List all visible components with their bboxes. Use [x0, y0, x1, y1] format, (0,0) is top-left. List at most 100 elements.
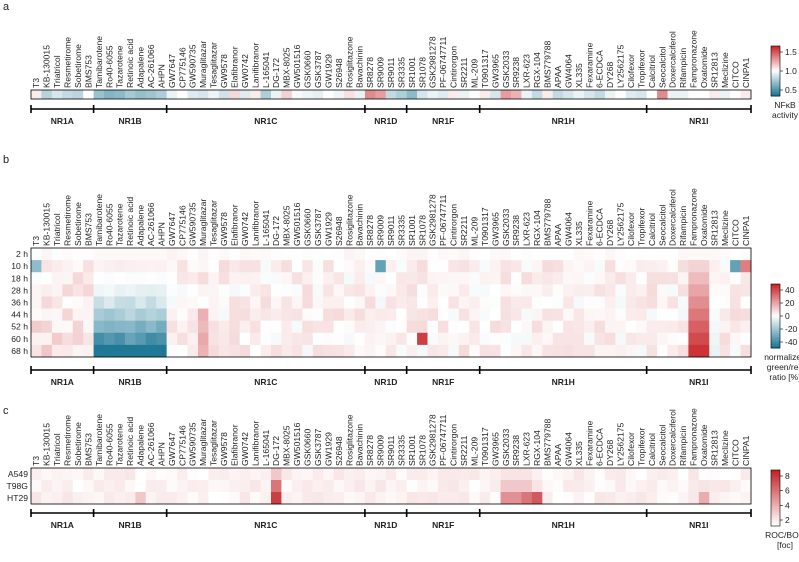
heatmap-cell-b [657, 272, 668, 285]
heatmap-cell-c [31, 480, 42, 493]
colorbar-segment [771, 328, 780, 332]
heatmap-cell-c [156, 468, 167, 481]
heatmap-cell-b [291, 344, 303, 358]
heatmap-cell-c [260, 468, 272, 481]
heatmap-cell-b [531, 308, 543, 321]
heatmap-cell-c [145, 468, 157, 481]
heatmap-cell-b [250, 308, 261, 321]
colorbar-segment [771, 52, 780, 55]
heatmap-cell-b [271, 248, 282, 261]
heatmap-cell-c [271, 480, 282, 493]
heatmap-cell-c [114, 480, 126, 493]
heatmap-cell-b [531, 344, 543, 358]
heatmap-cell-b [260, 272, 272, 285]
heatmap-cell-b [302, 260, 314, 273]
heatmap-cell-b [83, 260, 94, 273]
heatmap-cell-b [719, 296, 731, 309]
heatmap-cell-b [218, 272, 230, 285]
heatmap-cell-b [166, 332, 178, 346]
heatmap-cell-b [521, 260, 533, 273]
heatmap-cell-b [31, 296, 42, 309]
compound-label: Seocalcitol [657, 204, 667, 246]
heatmap-cell-b [208, 308, 220, 321]
colorbar-tick-label: 2 [785, 515, 790, 525]
heatmap-cell-c [531, 492, 543, 505]
compound-label: DY268 [605, 220, 615, 246]
heatmap-cell-b [354, 284, 366, 297]
heatmap-cell-b [677, 272, 689, 285]
colorbar-segment [771, 492, 780, 495]
compound-label: DG-172 [271, 58, 281, 88]
heatmap-cell-c [72, 480, 84, 493]
compound-label: CP775146 [177, 205, 187, 246]
colorbar-segment [771, 499, 780, 503]
heatmap-cell-c [302, 468, 314, 481]
heatmap-cell-b [552, 344, 564, 358]
heatmap-cell-b [197, 272, 209, 285]
heatmap-cell-c [93, 468, 105, 481]
heatmap-cell-b [437, 248, 449, 261]
heatmap-cell-b [406, 308, 418, 321]
heatmap-cell-c [677, 480, 689, 493]
heatmap-cell-b [542, 320, 554, 334]
heatmap-cell-b [302, 272, 314, 285]
compound-label: SR2211 [459, 215, 469, 246]
heatmap-cell-c [260, 480, 272, 493]
heatmap-cell-b [375, 284, 387, 297]
heatmap-cell-c [615, 492, 627, 505]
heatmap-cell-b [104, 332, 115, 346]
heatmap-cell-c [177, 480, 188, 493]
colorbar-segment [771, 520, 780, 523]
heatmap-cell-b [124, 284, 136, 297]
heatmap-cell-b [156, 260, 167, 273]
heatmap-cell-b [552, 308, 564, 321]
heatmap-cell-c [479, 492, 491, 505]
heatmap-cell-b [187, 260, 199, 273]
heatmap-cell-c [135, 468, 147, 481]
heatmap-cell-b [135, 332, 147, 346]
heatmap-cell-b [166, 320, 178, 334]
heatmap-cell-b [260, 308, 272, 321]
heatmap-cell-a [573, 90, 585, 99]
heatmap-cell-b [604, 344, 616, 358]
heatmap-cell-b [584, 248, 595, 261]
colorbar-segment [771, 86, 780, 89]
compound-label: Oxatomide [699, 204, 709, 246]
heatmap-cell-b [594, 344, 606, 358]
heatmap-cell-b [552, 260, 564, 273]
heatmap-cell-b [354, 344, 366, 358]
heatmap-cell-c [114, 492, 126, 505]
heatmap-cell-c [677, 468, 689, 481]
heatmap-cell-c [156, 480, 167, 493]
compound-label: GSK0660 [303, 209, 313, 246]
heatmap-cell-b [364, 248, 376, 261]
heatmap-cell-b [312, 296, 324, 309]
heatmap-cell-b [208, 320, 220, 334]
compound-label: SR1001 [407, 435, 417, 466]
heatmap-cell-b [437, 308, 449, 321]
heatmap-cell-b [542, 296, 554, 309]
heatmap-cell-c [406, 468, 418, 481]
compound-label: LXR-623 [522, 54, 532, 88]
heatmap-cell-a [730, 90, 741, 99]
heatmap-cell-b [542, 248, 554, 261]
heatmap-cell-b [41, 320, 53, 334]
heatmap-cell-b [41, 332, 53, 346]
compound-label: GSK3787 [313, 209, 323, 246]
compound-label: SR9011 [386, 215, 396, 246]
compound-label: LXR-623 [522, 432, 532, 466]
compound-label: Sobetirome [73, 422, 83, 466]
heatmap-cell-c [437, 480, 449, 493]
heatmap-cell-b [62, 308, 74, 321]
heatmap-cell-b [156, 296, 167, 309]
heatmap-cell-b [458, 284, 470, 297]
heatmap-cell-b [552, 284, 564, 297]
heatmap-cell-b [573, 248, 585, 261]
heatmap-cell-b [208, 332, 220, 346]
heatmap-cell-b [417, 272, 428, 285]
heatmap-cell-c [375, 468, 387, 481]
heatmap-cell-c [604, 468, 616, 481]
heatmap-cell-b [646, 260, 658, 273]
heatmap-cell-c [500, 480, 512, 493]
compound-label: SR9011 [386, 435, 396, 466]
